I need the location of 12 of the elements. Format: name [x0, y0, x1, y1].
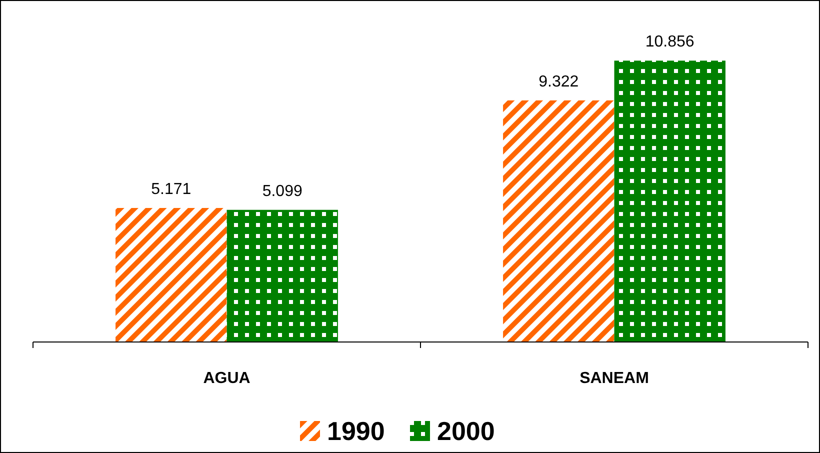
x-tick-label: AGUA [203, 370, 251, 387]
data-label: 10.856 [645, 34, 694, 51]
x-tick-label: SANEAM [580, 370, 649, 387]
bar [503, 100, 614, 342]
bar [116, 208, 227, 342]
legend-label: 2000 [437, 416, 495, 446]
bar [614, 60, 726, 342]
data-label: 5.171 [151, 180, 192, 198]
legend-label: 1990 [327, 416, 385, 446]
bar [226, 210, 338, 342]
data-label: 5.099 [262, 182, 302, 200]
data-label: 9.322 [538, 73, 579, 90]
